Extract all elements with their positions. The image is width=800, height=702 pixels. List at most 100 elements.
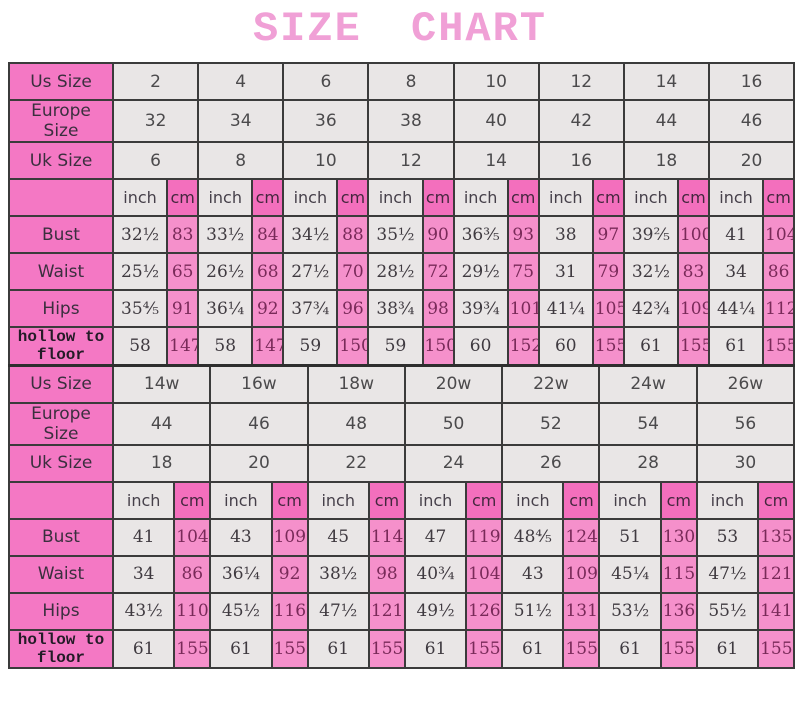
page-title: SIZE CHART — [252, 5, 548, 53]
unit-cm-header: cm — [562, 480, 601, 520]
table-row: Waist 34 86 36¼ 92 38½ 98 40¾ 104 43 109 45¼ 115 47½ 1… — [8, 554, 796, 594]
size-value: 52 — [501, 401, 601, 446]
row-label-bust: Bust — [8, 517, 114, 557]
unit-header-row: inch cm inch cm inch cm inch cm inch cm inch cm inch… — [8, 178, 796, 217]
size-value: 48 — [306, 401, 406, 446]
table-row: Uk Size 6 8 10 12 14 16 18 20 — [8, 141, 796, 180]
cm-value: 155 — [757, 628, 796, 669]
cm-value: 83 — [166, 215, 200, 254]
inch-value: 60 — [537, 326, 594, 366]
cm-value: 90 — [421, 215, 455, 254]
inch-value: 48⅘ — [501, 517, 565, 557]
cm-value: 92 — [270, 554, 309, 594]
size-value: 10 — [282, 141, 370, 180]
cm-value: 97 — [591, 215, 625, 254]
unit-cm-header: cm — [757, 480, 796, 520]
row-label-us-size: Us Size — [8, 364, 114, 404]
size-value: 26w — [695, 364, 796, 404]
unit-cm-header: cm — [251, 178, 285, 217]
inch-value: 43½ — [111, 591, 176, 631]
cm-value: 114 — [367, 517, 406, 557]
size-value: 40 — [452, 99, 540, 143]
table-row: Uk Size 18 20 22 24 26 28 30 — [8, 443, 796, 483]
size-value: 56 — [695, 401, 796, 446]
inch-value: 42¾ — [622, 289, 679, 328]
inch-value: 53½ — [598, 591, 662, 631]
inch-value: 32½ — [622, 252, 679, 291]
cm-value: 131 — [562, 591, 601, 631]
cm-value: 155 — [562, 628, 601, 669]
size-value: 18w — [306, 364, 406, 404]
unit-inch-header: inch — [282, 178, 339, 217]
inch-value: 61 — [306, 628, 370, 669]
cm-value: 147 — [251, 326, 285, 366]
size-value: 12 — [537, 62, 625, 101]
inch-value: 47 — [403, 517, 468, 557]
table-row: Hips35⅘9136¼9237¾9638¾9839¾10141¼10542¾1… — [8, 289, 796, 328]
row-label-uk-size: Uk Size — [8, 141, 114, 180]
cm-value: 135 — [757, 517, 796, 557]
cm-value: 70 — [336, 252, 370, 291]
cm-value: 92 — [251, 289, 285, 328]
cm-value: 121 — [367, 591, 406, 631]
table-row: Waist 25½ 65 26½ 68 27½ 70 28½ 72 29½ 75 31 79 32½ 83 3… — [8, 252, 796, 291]
size-value: 28 — [598, 443, 698, 483]
unit-cm-header: cm — [166, 178, 200, 217]
inch-value: 55½ — [695, 591, 760, 631]
inch-value: 58 — [197, 326, 254, 366]
cm-value: 104 — [173, 517, 212, 557]
table-row: Bust 41 104 43 109 45 114 47 119 48⅘ 124 51 130 53 135 — [8, 517, 796, 557]
inch-value: 38 — [537, 215, 594, 254]
unit-inch-header: inch — [367, 178, 424, 217]
size-value: 14 — [622, 62, 710, 101]
size-value: 46 — [209, 401, 309, 446]
unit-cm-header: cm — [270, 480, 309, 520]
row-label-bust: Bust — [8, 215, 114, 254]
size-value: 10 — [452, 62, 540, 101]
size-value: 18 — [622, 141, 710, 180]
cm-value: 141 — [757, 591, 796, 631]
inch-value: 25½ — [111, 252, 169, 291]
cm-value: 155 — [367, 628, 406, 669]
unit-row-label — [8, 178, 114, 217]
cm-value: 84 — [251, 215, 285, 254]
unit-inch-header: inch — [452, 178, 509, 217]
cm-value: 124 — [562, 517, 601, 557]
cm-value: 109 — [676, 289, 710, 328]
row-label-europe-size: Europe Size — [8, 99, 114, 143]
inch-value: 44¼ — [707, 289, 765, 328]
inch-value: 61 — [111, 628, 176, 669]
inch-value: 43 — [209, 517, 273, 557]
size-value: 14w — [111, 364, 212, 404]
unit-cm-header: cm — [465, 480, 504, 520]
cm-value: 96 — [336, 289, 370, 328]
size-value: 22 — [306, 443, 406, 483]
cm-value: 88 — [336, 215, 370, 254]
size-value: 46 — [707, 99, 796, 143]
table-row: hollow to floor 61 155 61 155 61 155 61 155 61 155… — [8, 628, 796, 669]
size-value: 6 — [111, 141, 200, 180]
cm-value: 110 — [173, 591, 212, 631]
cm-value: 65 — [166, 252, 200, 291]
inch-value: 37¾ — [282, 289, 339, 328]
cm-value: 98 — [421, 289, 455, 328]
unit-cm-header: cm — [506, 178, 540, 217]
cm-value: 155 — [173, 628, 212, 669]
row-label-waist: Waist — [8, 252, 114, 291]
cm-value: 98 — [367, 554, 406, 594]
cm-value: 155 — [762, 326, 796, 366]
cm-value: 152 — [506, 326, 540, 366]
row-label-hips: Hips — [8, 591, 114, 631]
inch-value: 39¾ — [452, 289, 509, 328]
inch-value: 38¾ — [367, 289, 424, 328]
size-value: 26 — [501, 443, 601, 483]
inch-value: 61 — [695, 628, 760, 669]
cm-value: 116 — [270, 591, 309, 631]
size-value: 36 — [282, 99, 370, 143]
inch-value: 61 — [209, 628, 273, 669]
size-value: 12 — [367, 141, 455, 180]
inch-value: 43 — [501, 554, 565, 594]
unit-cm-header: cm — [659, 480, 698, 520]
unit-inch-header: inch — [537, 178, 594, 217]
inch-value: 36⅗ — [452, 215, 509, 254]
